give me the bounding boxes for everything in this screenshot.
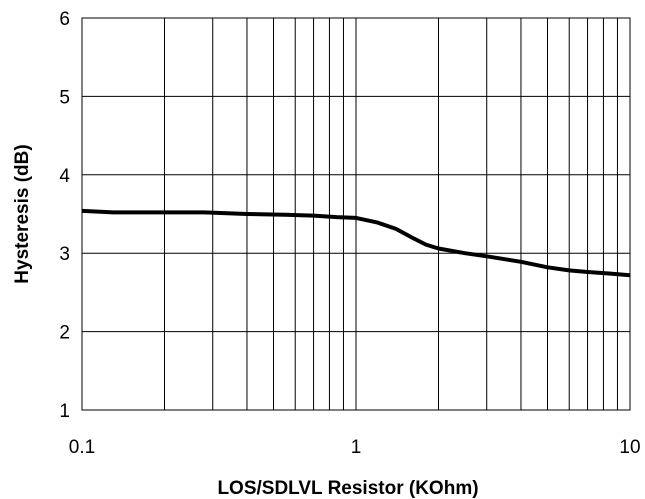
y-tick-label: 4: [59, 166, 70, 187]
x-tick-label: 0.1: [69, 437, 95, 458]
y-tick-label: 6: [59, 9, 70, 30]
y-tick-label: 1: [59, 401, 70, 422]
x-tick-label: 10: [619, 437, 640, 458]
x-tick-label: 1: [351, 437, 362, 458]
series-line: [81, 208, 631, 278]
y-tick-labels: 1 2 3 4 5 6: [59, 9, 70, 422]
x-tick-labels: 0.1 1 10: [69, 437, 641, 458]
y-tick-label: 5: [59, 87, 70, 108]
y-gridlines: [82, 95, 630, 333]
x-axis-title: LOS/SDLVL Resistor (KOhm): [217, 478, 478, 499]
y-axis-title: Hysteresis (dB): [12, 144, 33, 283]
series-layer: [81, 208, 631, 278]
y-tick-label: 2: [59, 323, 70, 344]
plot-area-frame: [81, 17, 631, 411]
y-tick-label: 3: [59, 244, 70, 265]
